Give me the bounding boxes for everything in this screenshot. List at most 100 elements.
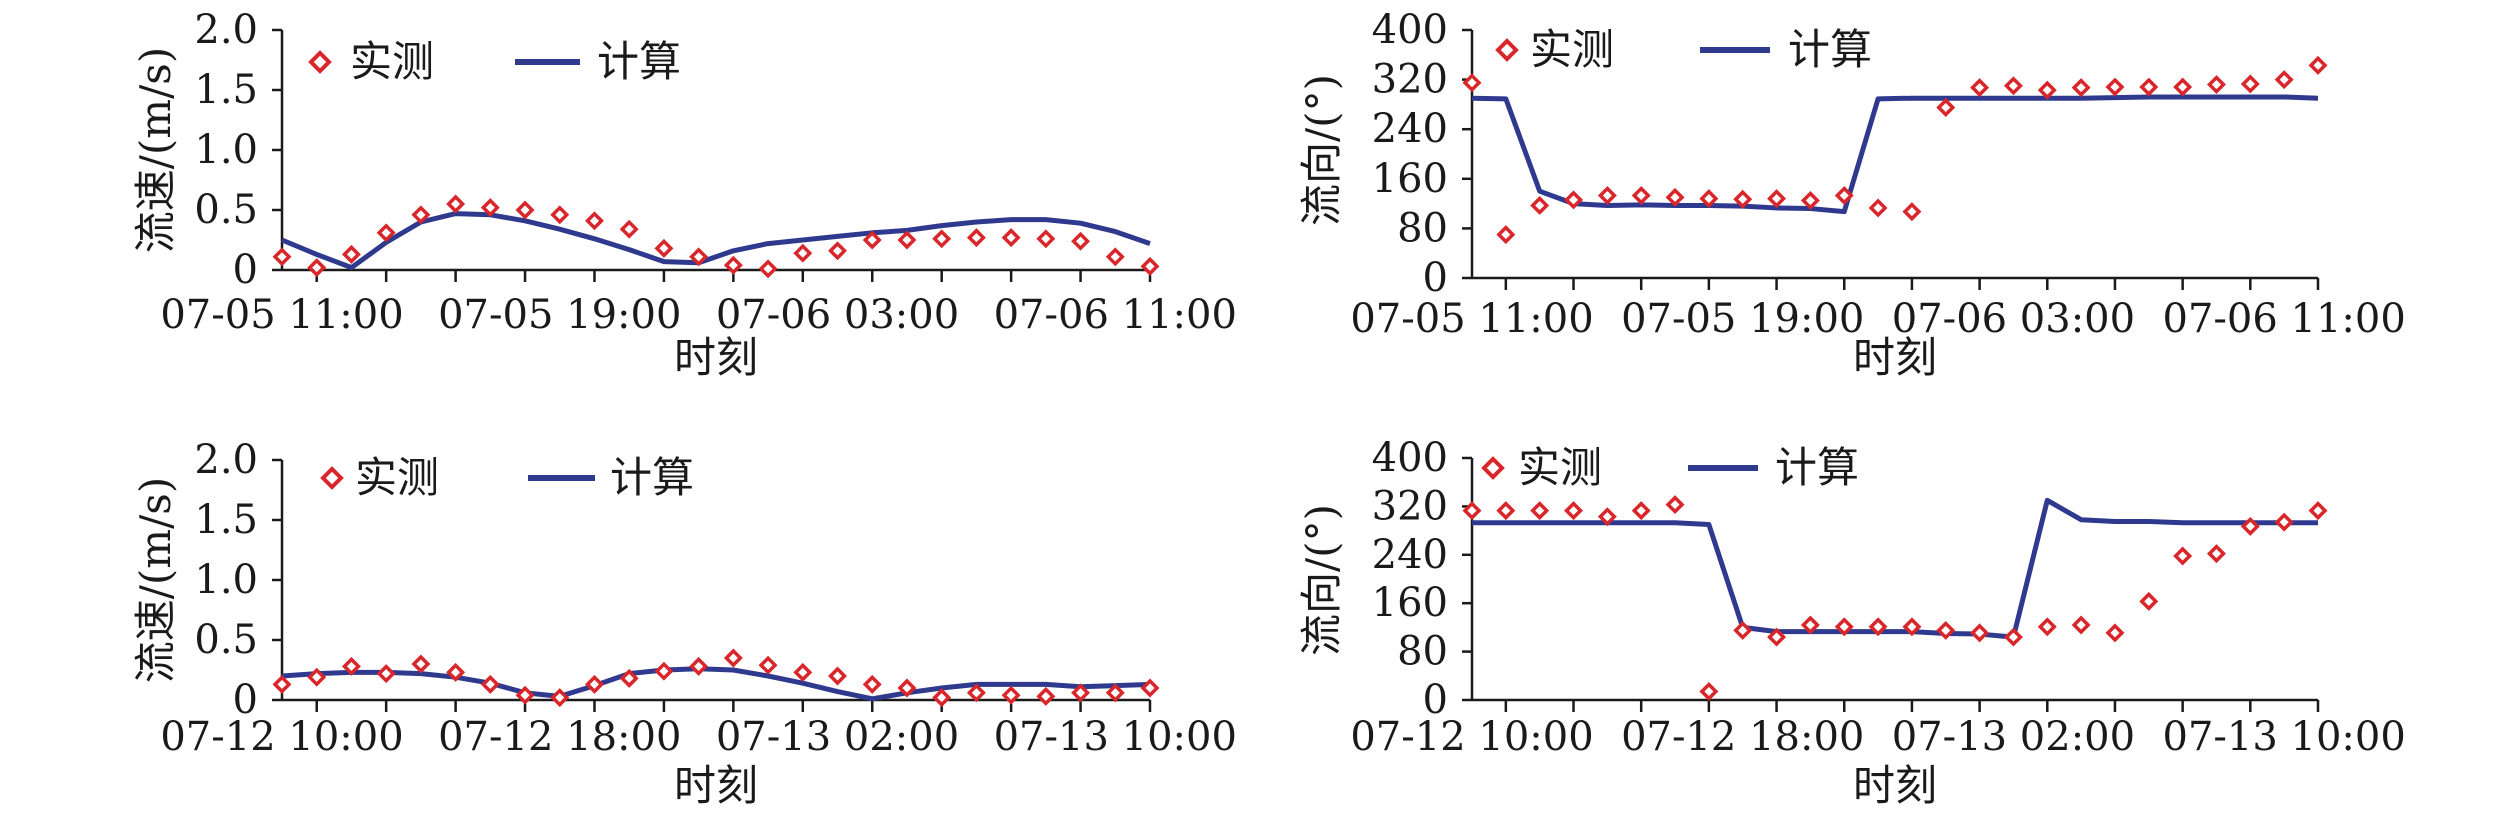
measured-point [1902,617,1922,637]
measured-point [1597,507,1617,527]
x-tick-label: 07-05 19:00 [1621,296,1864,342]
measured-point [2037,617,2057,637]
measured-point [966,228,986,248]
legend-measured-label: 实测 [355,453,439,502]
x-tick-label: 07-12 10:00 [1350,714,1593,760]
measured-point [1631,186,1651,206]
x-tick-label: 07-12 18:00 [438,714,681,760]
legend: 实测 计算 [1481,443,1859,492]
measured-point [689,656,709,676]
measured-point [793,243,813,263]
measured-point [828,241,847,261]
measured-point [1800,615,1820,635]
y-tick-label: 400 [1372,435,1448,481]
measured-point [411,654,431,674]
computed-series-line [1471,94,2319,215]
y-tick-label: 320 [1372,57,1448,103]
y-tick-label: 240 [1372,532,1448,578]
measured-point [1001,685,1021,705]
measured-point [341,244,361,264]
measured-point [272,674,292,694]
measured-point [1699,682,1719,702]
measured-point [1071,683,1091,703]
measured-point [1597,186,1617,206]
x-tick-label: 07-06 03:00 [716,292,959,338]
measured-point [862,674,882,694]
y-tick-label: 0.5 [194,187,258,233]
y-tick-label: 240 [1372,106,1448,152]
measured-point [1868,617,1888,637]
x-tick-label: 07-05 11:00 [1350,296,1593,342]
measured-point [1496,225,1516,245]
measured-point [1564,190,1583,210]
measured-point [2139,591,2159,611]
measured-point [2274,512,2294,532]
measured-point [619,668,639,688]
legend-measured-marker [1481,456,1505,480]
measured-point [515,685,535,705]
x-tick-label: 07-13 02:00 [716,714,959,760]
measured-point [828,666,847,686]
measured-point [2308,55,2328,75]
measured-point [585,211,604,231]
chart-panel-1: 2.0 1.5 1.0 0.5 007-05 11:00 07-05 19:00 07-06… [131,7,1237,382]
measured-point [1071,231,1091,251]
measured-point [376,664,396,684]
y-tick-label: 0.5 [194,617,258,663]
measured-point [793,662,813,682]
measured-point [689,247,709,267]
measured-point [515,200,535,220]
measured-point [2003,76,2023,96]
y-tick-label: 80 [1397,629,1448,675]
measured-point [376,223,396,243]
measured-point [1496,501,1516,521]
measured-point [654,238,674,258]
measured-point [1699,189,1719,209]
measured-point [862,230,882,250]
computed-series-line [281,666,1151,702]
legend-measured-marker [1495,38,1519,62]
y-tick-label: 0 [233,677,258,723]
measured-point [2105,623,2125,643]
y-tick-label: 160 [1372,580,1448,626]
measured-point [1834,617,1854,637]
x-tick-label: 07-13 02:00 [1892,714,2135,760]
legend: 实测 计算 [1495,25,1872,74]
measured-point [723,648,743,668]
y-tick-label: 2.0 [194,437,258,483]
x-tick-label: 07-06 03:00 [1892,296,2135,342]
legend-computed-label: 计算 [610,453,694,502]
measured-point [758,259,778,279]
y-tick-label: 400 [1372,7,1448,53]
x-tick-label: 07-05 11:00 [160,292,403,338]
measured-point [897,230,917,250]
y-tick-label: 320 [1372,483,1448,529]
x-tick-label: 07-12 18:00 [1621,714,1864,760]
measured-point [966,683,986,703]
measured-point [1733,189,1753,209]
y-tick-label: 0 [233,247,258,293]
measured-point [1631,501,1651,521]
y-axis-title: 流速/(m/s) [131,477,180,683]
x-axis-title: 时刻 [1853,761,1937,810]
y-tick-label: 2.0 [194,7,258,53]
computed-series-line [1472,497,2318,640]
measured-point [1140,678,1160,698]
y-tick-label: 1.5 [194,67,258,113]
measured-point [2071,615,2091,635]
y-tick-label: 1.0 [194,127,258,173]
x-tick-label: 07-13 10:00 [994,714,1237,760]
measured-point [2173,546,2193,566]
legend-measured-label: 实测 [1518,443,1602,492]
y-tick-label: 0 [1423,677,1448,723]
y-tick-label: 0 [1423,255,1448,301]
measured-point [1530,195,1550,215]
y-tick-label: 1.0 [194,557,258,603]
measured-point [550,205,570,225]
y-tick-label: 80 [1397,205,1448,251]
x-tick-label: 07-06 11:00 [994,292,1237,338]
measured-point [2240,516,2260,536]
